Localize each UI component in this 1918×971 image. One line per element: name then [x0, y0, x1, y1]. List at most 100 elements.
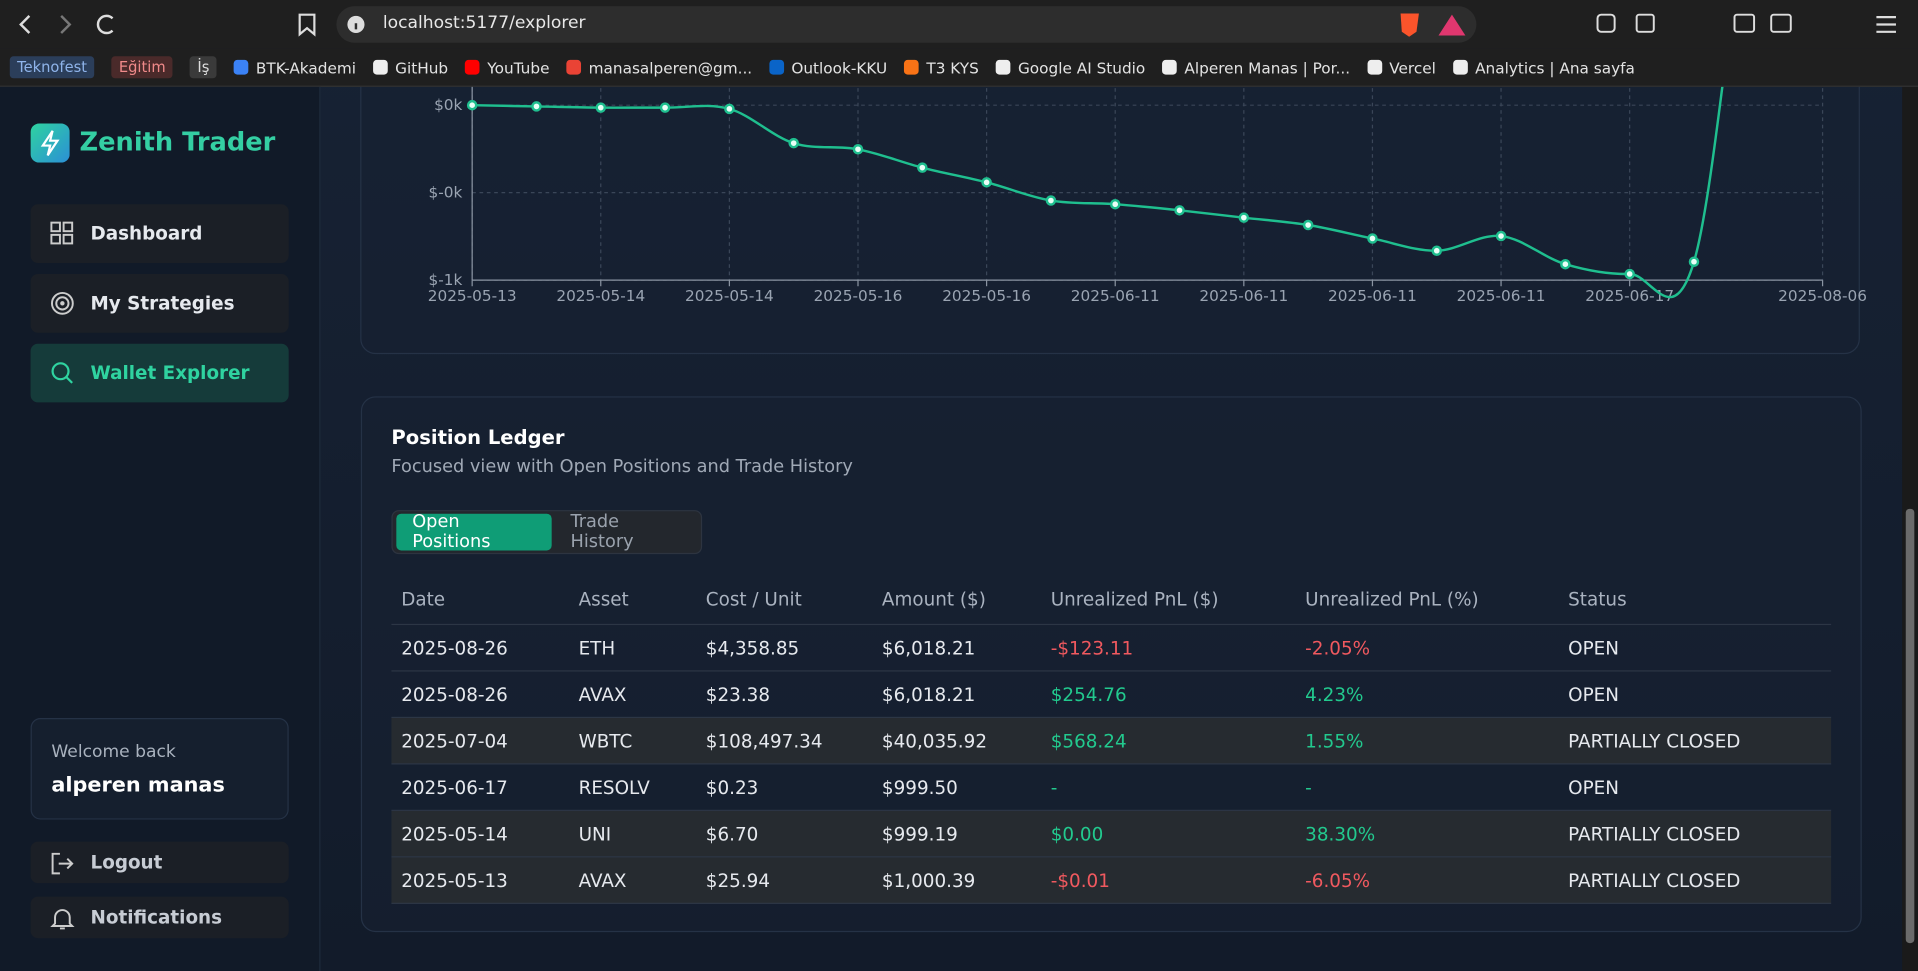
table-cell: OPEN [1568, 683, 1619, 706]
bookmark[interactable]: Analytics | Ana sayfa [1453, 58, 1635, 76]
bookmark[interactable]: T3 KYS [904, 58, 979, 76]
bookmark[interactable]: Google AI Studio [995, 58, 1145, 76]
bookmark-label: manasalperen@gm... [588, 58, 753, 77]
action-label: Logout [90, 851, 163, 874]
table-cell: $6,018.21 [881, 636, 976, 659]
table-row: 2025-07-04 WBTC $108,497.34 $40,035.92 $568.… [391, 718, 1832, 765]
table-row: 2025-05-13 AVAX $25.94 $1,000.39 -$0.01 -6.05… [391, 857, 1832, 904]
table-cell: ETH [578, 636, 616, 659]
site-info[interactable] [346, 15, 366, 35]
table-cell: OPEN [1568, 636, 1619, 659]
column-header: Unrealized PnL (%) [1305, 588, 1479, 611]
tab[interactable]: Open Positions [396, 513, 553, 552]
bookmark-icon [1453, 59, 1468, 75]
action-icon [51, 852, 74, 875]
table-cell: WBTC [578, 729, 633, 752]
x-tick-label: 2025-08-06 [1778, 287, 1867, 305]
bookmark-icon [1367, 59, 1382, 75]
bookmark[interactable]: İş [190, 56, 217, 79]
bookmark[interactable]: YouTube [465, 58, 549, 76]
x-tick-label: 2025-05-16 [814, 287, 903, 305]
nav-label: Wallet Explorer [90, 362, 250, 385]
user-name: alperen manas [51, 773, 225, 798]
address-icons[interactable] [1309, 10, 1468, 39]
action-icon [50, 909, 75, 930]
data-point [595, 102, 607, 113]
data-point [981, 177, 992, 188]
action-item[interactable]: Notifications [30, 896, 289, 939]
bookmark-label: Outlook-KKU [791, 58, 888, 77]
data-point [1045, 195, 1057, 206]
data-point [1431, 245, 1443, 256]
nav-buttons[interactable] [15, 12, 125, 36]
table-cell: $568.24 [1050, 729, 1127, 752]
data-point [852, 144, 864, 155]
table-cell: $254.76 [1050, 683, 1127, 706]
browser-toolbar: localhost:5177/explorer [0, 0, 1918, 49]
table-cell: $999.50 [881, 776, 958, 799]
data-point [1238, 212, 1250, 223]
column-header: Asset [578, 588, 629, 611]
bookmark[interactable]: manasalperen@gm... [566, 58, 753, 77]
bookmark[interactable]: BTK-Akademi [233, 58, 356, 76]
table-cell: $0.23 [705, 776, 759, 799]
bookmark-label: YouTube [487, 58, 550, 77]
data-point [1367, 233, 1378, 244]
table-cell: $25.94 [705, 869, 771, 892]
line-series [472, 86, 1724, 299]
x-tick-label: 2025-06-11 [1328, 287, 1417, 305]
y-tick-label: $-0k [429, 184, 463, 202]
table-cell: - [1305, 776, 1312, 799]
bookmark[interactable]: Vercel [1367, 58, 1436, 76]
ledger-table: Date Asset Cost / Unit Amount ($) Unrealized… [391, 575, 1832, 904]
column-header: Status [1568, 588, 1627, 611]
pnl-chart: $-1k $-0k $0k 2025-05-13 2025-05-14 2025-05-1… [360, 86, 1867, 355]
data-point [1302, 219, 1314, 231]
table-cell: 2025-05-13 [401, 869, 508, 892]
nav-label: My Strategies [90, 292, 235, 315]
table-cell: -$123.11 [1050, 636, 1134, 659]
nav-item[interactable]: Dashboard [30, 204, 289, 263]
x-tick-label: 2025-05-14 [556, 287, 645, 305]
column-header: Unrealized PnL ($) [1050, 588, 1219, 611]
column-header: Cost / Unit [705, 588, 802, 611]
bookmark-label: Analytics | Ana sayfa [1475, 58, 1635, 77]
data-point [531, 101, 542, 112]
tab[interactable]: Trade History [570, 512, 634, 552]
nav-item[interactable]: Wallet Explorer [30, 343, 289, 403]
bookmark[interactable]: Outlook-KKU [769, 58, 887, 76]
table-cell: - [1050, 776, 1058, 799]
nav-item[interactable]: My Strategies [30, 273, 289, 333]
bookmark-icon [465, 59, 480, 75]
action-item[interactable]: Logout [30, 841, 289, 884]
table-cell: -2.05% [1305, 636, 1371, 659]
extension-icons[interactable] [1590, 10, 1908, 39]
address-bar[interactable] [336, 6, 1477, 43]
bookmark[interactable]: Alperen Manas | Por... [1162, 58, 1350, 76]
data-point [1174, 205, 1185, 216]
table-cell: $40,035.92 [881, 729, 987, 752]
bookmark[interactable]: Eğitim [111, 56, 173, 79]
nav-icon [51, 362, 73, 384]
bookmark[interactable]: Teknofest [9, 56, 95, 79]
bookmark[interactable]: GitHub [373, 58, 448, 76]
column-header: Date [401, 588, 446, 611]
nav-icon [50, 221, 74, 245]
scrollbar[interactable] [1902, 86, 1918, 971]
bookmark-label: GitHub [395, 58, 449, 77]
table-cell: $1,000.39 [881, 869, 976, 892]
bookmark-icon [233, 59, 249, 75]
bookmark-label: Vercel [1389, 58, 1436, 77]
bookmark-label: Alperen Manas | Por... [1184, 58, 1351, 77]
table-cell: 38.30% [1305, 822, 1376, 845]
y-tick-label: $-1k [429, 271, 463, 289]
table-cell: 2025-08-26 [401, 683, 508, 706]
sidebar: Zenith Trader Welcome back alperen manas… [0, 86, 321, 971]
column-header: Amount ($) [881, 588, 986, 611]
bookmarks-bar: Teknofest Eğitim İş BTK-Akademi GitHub YouTub… [0, 48, 1918, 87]
table-cell: -$0.01 [1050, 869, 1110, 892]
table-cell: $6,018.21 [881, 683, 976, 706]
bookmark-icon [1162, 59, 1178, 75]
bookmark-icon[interactable] [297, 12, 317, 37]
